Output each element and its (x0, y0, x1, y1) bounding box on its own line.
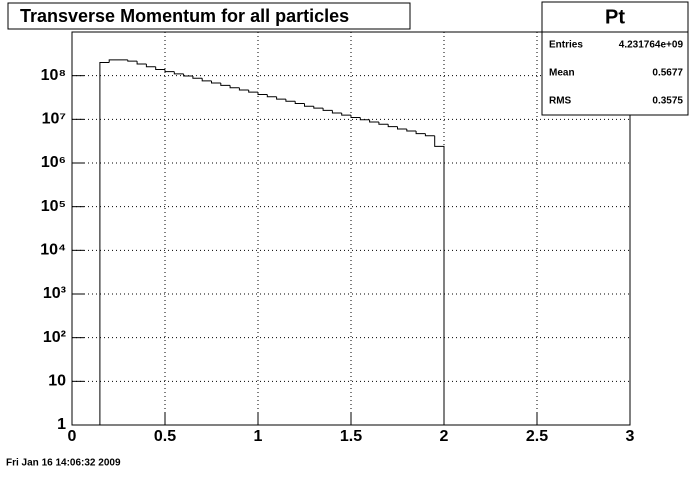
histogram-bin (294, 101, 305, 105)
histogram-bin (424, 133, 435, 137)
stats-value: 0.3575 (652, 96, 683, 107)
histogram-bin (397, 126, 407, 130)
histogram-bin (322, 108, 333, 111)
histogram-bin (155, 66, 165, 71)
stats-label: RMS (549, 96, 572, 107)
title-box (7, 2, 411, 30)
histogram-bin (350, 115, 361, 119)
x-tick-label: 0 (68, 428, 77, 445)
histogram-bin (378, 121, 389, 125)
histogram-bin (406, 129, 417, 132)
footer-date: Fri Jan 16 14:06:32 2009 (6, 458, 121, 469)
y-tick-label: 10⁸ (41, 67, 66, 84)
histogram-bin (183, 73, 193, 77)
stats-label: Entries (549, 40, 583, 51)
stats-value: 4.231764e+09 (619, 40, 684, 51)
histogram-bin (434, 135, 445, 425)
histogram-bin (164, 69, 175, 73)
histogram-bin (127, 59, 138, 62)
histogram-bin (257, 92, 268, 96)
x-tick-label: 1 (254, 428, 263, 445)
histogram-bin (192, 76, 203, 79)
histogram-bin (136, 61, 147, 65)
histogram-bin (211, 80, 221, 84)
histogram-bin (108, 59, 119, 63)
histogram-bin (285, 99, 296, 102)
y-tick-label: 10⁷ (42, 111, 66, 128)
histogram-bin (313, 106, 324, 109)
histogram-bin (331, 110, 342, 114)
histogram-bin (304, 103, 314, 107)
histogram-bin (145, 64, 156, 68)
stats-label: Mean (549, 68, 575, 79)
histogram-bin (238, 87, 249, 91)
histogram-bin (99, 62, 110, 425)
histogram-bin (387, 124, 398, 128)
y-tick-label: 10 (48, 373, 66, 390)
histogram-bin (276, 96, 286, 100)
y-tick-label: 10⁴ (40, 242, 66, 259)
histogram-bin (220, 82, 231, 86)
histogram-bin (173, 71, 184, 75)
stats-box (541, 1, 689, 116)
histogram-bin (359, 117, 370, 121)
histogram-bin (369, 119, 379, 123)
x-tick-label: 0.5 (154, 428, 176, 445)
x-tick-label: 2 (440, 428, 449, 445)
chart-title: Transverse Momentum for all particles (20, 6, 349, 26)
y-tick-label: 10⁶ (41, 154, 66, 171)
x-tick-label: 2.5 (526, 428, 548, 445)
histogram-bin (266, 94, 277, 98)
histogram-bin (341, 112, 351, 116)
y-tick-label: 10⁵ (41, 198, 66, 215)
histogram-bin (201, 78, 212, 82)
y-tick-label: 1 (57, 416, 66, 433)
histogram-bin (248, 89, 258, 93)
histogram-bin (415, 131, 426, 135)
x-tick-label: 3 (626, 428, 635, 445)
histogram-bin (229, 85, 240, 89)
stats-value: 0.5677 (652, 68, 683, 79)
stats-title: Pt (605, 6, 625, 28)
x-tick-label: 1.5 (340, 428, 362, 445)
y-tick-label: 10² (43, 329, 66, 346)
y-tick-label: 10³ (43, 285, 66, 302)
